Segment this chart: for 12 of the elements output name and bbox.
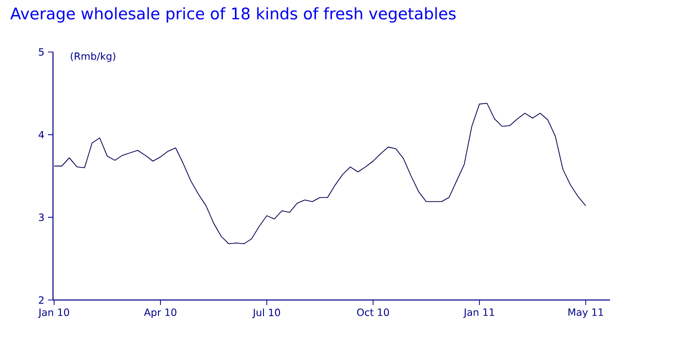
y-axis-title: (Rmb/kg)	[70, 52, 116, 62]
x-tick-label: May 11	[568, 308, 604, 318]
y-tick-label: 4	[38, 131, 44, 138]
x-tick-label: Jul 10	[252, 308, 280, 318]
x-tick-label: Apr 10	[144, 308, 176, 318]
y-tick-label: 3	[38, 214, 44, 222]
y-tick-label: 2	[38, 296, 44, 304]
x-tick-label: Jan 11	[463, 308, 494, 318]
y-tick-label: 5	[38, 48, 44, 56]
chart-title: Average wholesale price of 18 kinds of fresh vegetables	[10, 7, 456, 23]
x-tick-label: Oct 10	[357, 308, 389, 316]
x-tick-label: Jan 10	[38, 308, 70, 318]
